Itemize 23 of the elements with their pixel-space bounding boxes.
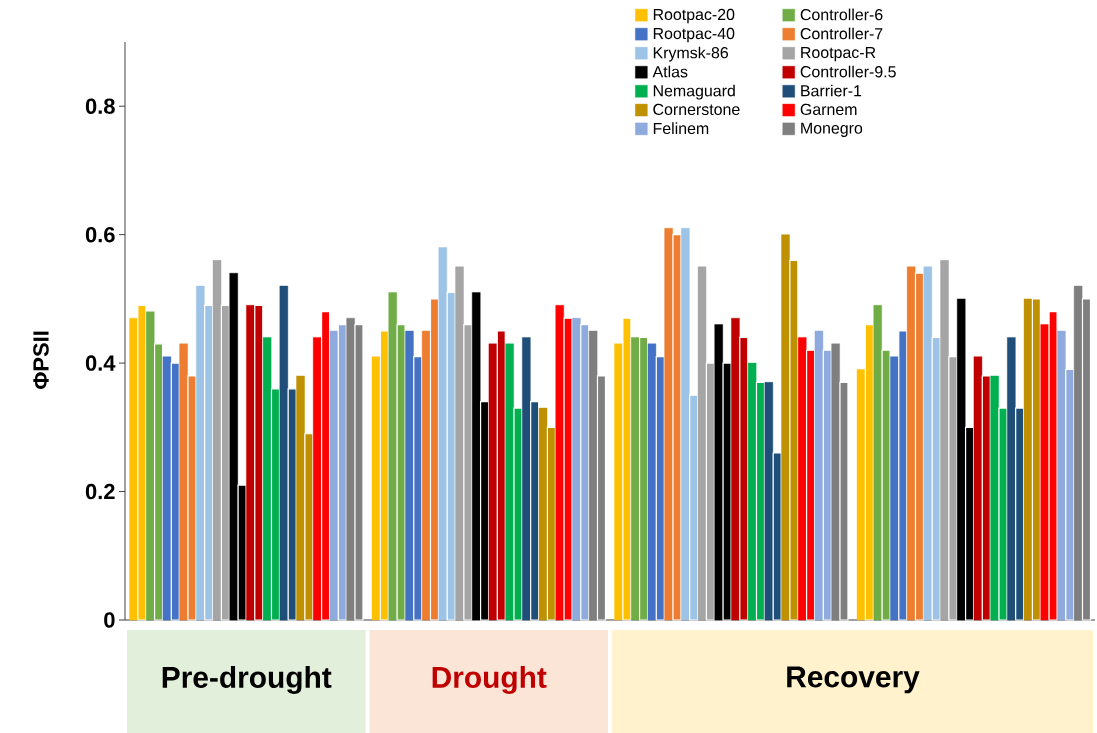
legend-label: Krymsk-86 xyxy=(653,46,728,62)
legend-label: Monegro xyxy=(801,122,863,137)
legend-label: Controller-9.5 xyxy=(800,65,896,78)
legend-label: Controller-6 xyxy=(800,8,883,21)
legend-label: Felinem xyxy=(653,122,709,135)
text: Drought xyxy=(432,665,547,694)
y-tick-label: 0.6 xyxy=(85,226,115,243)
legend-label: Garnem xyxy=(800,103,857,116)
legend-label: Rootpac-R xyxy=(801,46,876,62)
text: Pre-drought xyxy=(162,665,332,694)
legend-label: Controller-7 xyxy=(800,27,883,40)
y-tick-label: 0 xyxy=(104,612,115,628)
legend-label: Rootpac-40 xyxy=(653,27,735,43)
legend-label: Cornerstone xyxy=(653,103,740,116)
legend-label: Rootpac-20 xyxy=(653,8,735,24)
y-axis-title: ΦPSII xyxy=(33,331,49,389)
y-tick-label: 0.8 xyxy=(85,98,115,114)
y-tick-label: 0.2 xyxy=(85,483,115,500)
text: Recovery xyxy=(787,666,920,694)
legend-label: Barrier-1 xyxy=(801,84,862,97)
legend-label: Atlas xyxy=(652,65,688,78)
legend-label: Nemaguard xyxy=(653,84,735,100)
y-tick-label: 0.4 xyxy=(85,355,116,371)
